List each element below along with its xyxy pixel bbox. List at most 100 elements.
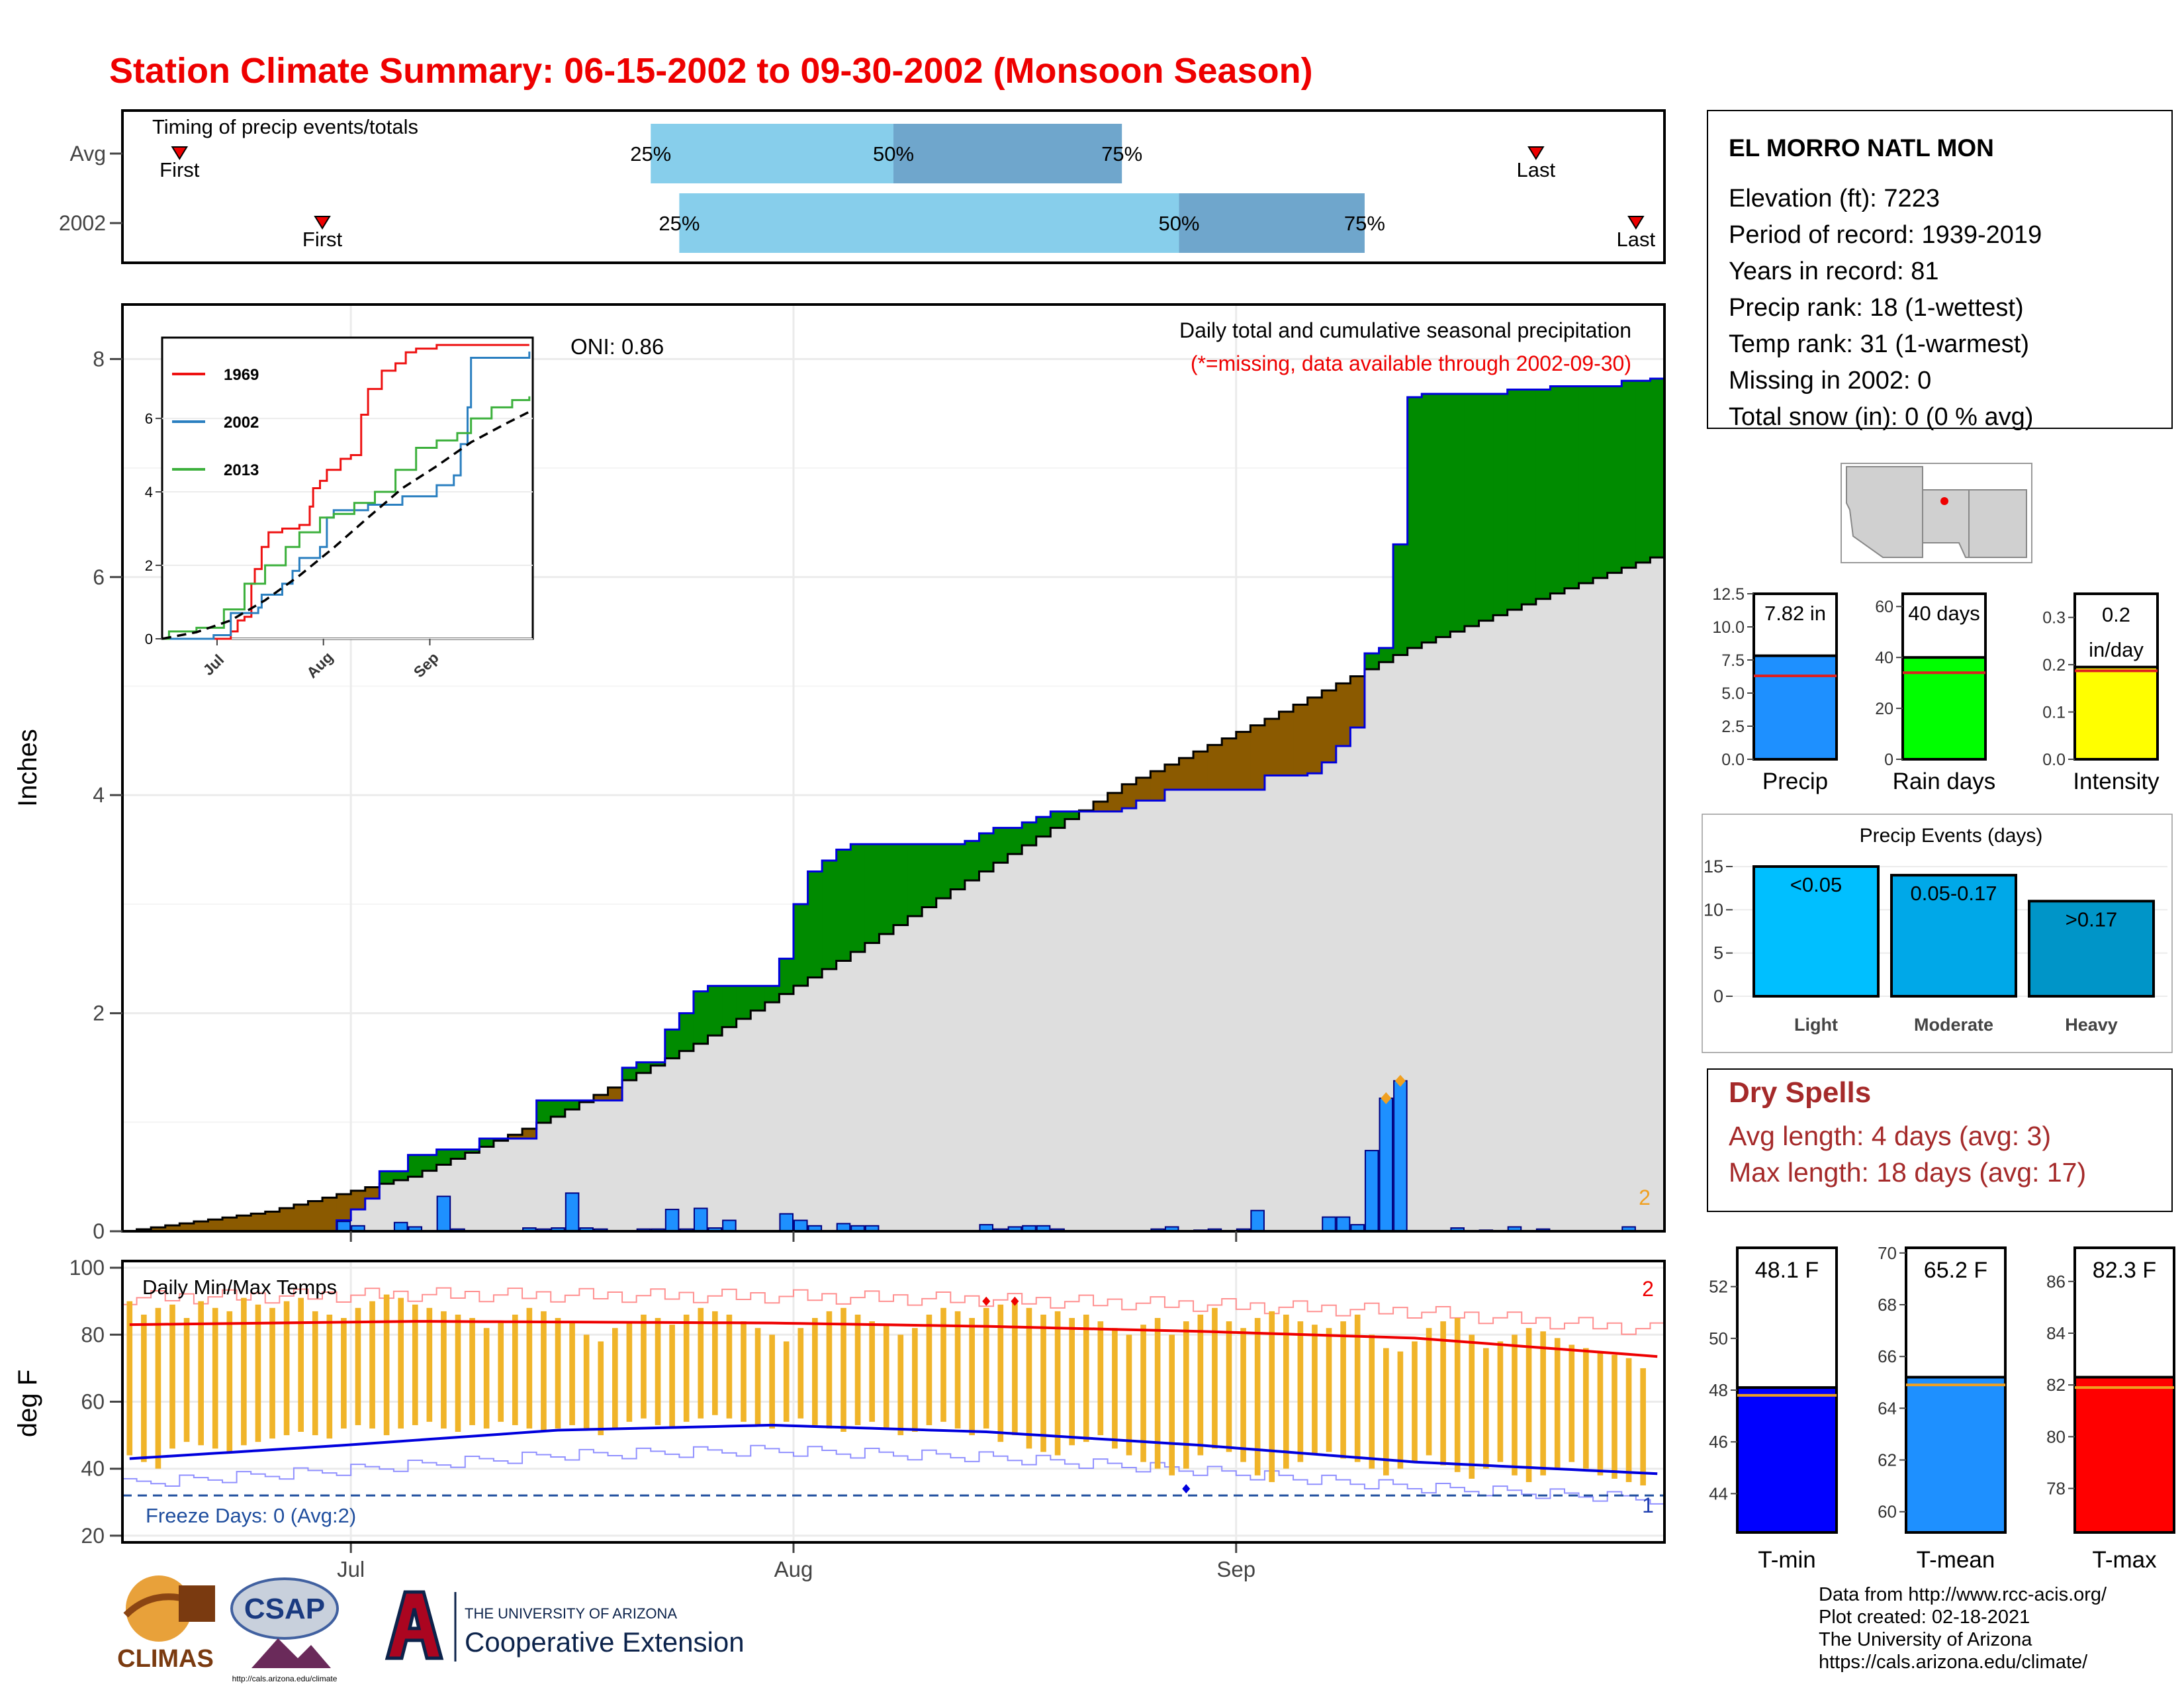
above-average-area — [693, 991, 709, 1044]
page-title: Station Climate Summary: 06-15-2002 to 0… — [109, 51, 1313, 91]
below-average-area — [508, 1135, 523, 1139]
daily-temp-bar — [526, 1307, 533, 1429]
timing-panel-title: Timing of precip events/totals — [152, 115, 418, 138]
below-average-area — [179, 1223, 195, 1231]
summary-bar-tick-label: 12.5 — [1712, 585, 1745, 604]
station-name: EL MORRO NATL MON — [1729, 134, 1994, 162]
temp-bar-label: T-max — [2092, 1547, 2157, 1573]
summary-bar-label: Intensity — [2073, 769, 2160, 794]
above-average-area — [979, 833, 994, 872]
above-average-area — [1007, 827, 1023, 855]
above-average-area — [436, 1149, 451, 1165]
temp-bar-tick-label: 82 — [2046, 1375, 2066, 1395]
month-label: Aug — [774, 1557, 813, 1581]
temp-bar-value-label: 48.1 F — [1755, 1258, 1819, 1283]
summary-bar-tick-label: 40 — [1875, 649, 1893, 667]
daily-temp-bar — [498, 1321, 504, 1422]
daily-temp-bar — [1183, 1321, 1189, 1469]
daily-temp-bar — [269, 1307, 275, 1439]
events-y-tick-label: 0 — [1713, 986, 1723, 1006]
below-average-area — [251, 1213, 266, 1231]
last-event-marker — [1527, 146, 1545, 160]
daily-temp-bar — [1054, 1311, 1061, 1456]
above-average-area — [1464, 394, 1480, 626]
temp-count-bottom: 1 — [1642, 1493, 1654, 1517]
dry-spells-frame — [1707, 1068, 2173, 1212]
daily-temp-bar — [126, 1301, 133, 1456]
daily-temp-bar — [1569, 1344, 1575, 1462]
daily-temp-bar — [1226, 1321, 1232, 1452]
station-info-line: Total snow (in): 0 (0 % avg) — [1729, 403, 2033, 431]
above-average-area — [779, 959, 794, 994]
temp-bar-value-label: 65.2 F — [1924, 1258, 1987, 1283]
footer-line: The University of Arizona — [1819, 1629, 2032, 1650]
daily-temp-bar — [1640, 1368, 1646, 1485]
temp-bar-tick-label: 60 — [1878, 1502, 1897, 1522]
daily-precip-bar — [1322, 1216, 1336, 1233]
above-average-area — [651, 1062, 666, 1066]
daily-temp-bar — [1454, 1318, 1461, 1472]
below-average-area — [1164, 765, 1179, 790]
summary-bar-value — [1752, 654, 1838, 761]
above-average-area — [408, 1154, 423, 1177]
summary-bar-value-label: 0.2 — [2102, 603, 2130, 626]
below-average-area — [593, 1094, 609, 1101]
above-average-area — [636, 1062, 651, 1073]
summary-bar-tick-label: 0.0 — [1721, 751, 1745, 769]
daily-temp-bar — [469, 1318, 475, 1425]
precip-y-tick-label: 4 — [93, 783, 105, 807]
below-average-area — [608, 1087, 623, 1101]
station-info-line: Period of record: 1939-2019 — [1729, 221, 2042, 249]
first-event-marker — [171, 146, 189, 160]
daily-temp-bar — [169, 1304, 175, 1449]
below-average-area — [165, 1225, 180, 1231]
daily-temp-bar — [369, 1301, 375, 1429]
precip-event-bar-label: <0.05 — [1790, 873, 1842, 896]
daily-temp-bar — [769, 1335, 775, 1429]
daily-temp-bar — [441, 1311, 447, 1429]
summary-bar-value-label: 40 days — [1908, 602, 1980, 625]
above-average-area — [1036, 817, 1051, 837]
inset-y-tick-label: 6 — [145, 410, 153, 427]
daily-temp-bar — [1612, 1354, 1617, 1479]
daily-temp-bar — [198, 1301, 204, 1446]
below-average-area — [365, 1187, 380, 1199]
daily-temp-bar — [555, 1318, 561, 1429]
footer-line: Data from http://www.rcc-acis.org/ — [1819, 1584, 2107, 1605]
dry-spells-title: Dry Spells — [1729, 1076, 1871, 1109]
daily-temp-bar — [455, 1314, 461, 1432]
precip-event-bar-label: 0.05-0.17 — [1911, 882, 1997, 905]
precip-event-category: Light — [1794, 1015, 1838, 1035]
summary-bar-label: Precip — [1762, 769, 1828, 794]
daily-temp-bar — [583, 1335, 590, 1429]
csap-logo-text: CSAP — [244, 1593, 325, 1625]
above-average-area — [850, 844, 866, 953]
daily-temp-bar — [1340, 1321, 1346, 1459]
inset-legend-label: 1969 — [224, 366, 259, 384]
record-min-line — [122, 1444, 1664, 1505]
daily-precip-bar — [722, 1219, 737, 1233]
events-y-tick-label: 10 — [1704, 900, 1723, 919]
daily-temp-bar — [1083, 1314, 1089, 1442]
dry-spells-avg: Avg length: 4 days (avg: 3) — [1729, 1121, 2051, 1151]
daily-temp-bar — [483, 1328, 490, 1429]
temp-bar-tick-label: 46 — [1709, 1432, 1728, 1452]
daily-temp-bar — [1354, 1314, 1361, 1462]
record-max-line — [122, 1287, 1664, 1335]
above-average-area — [1621, 381, 1637, 568]
dry-spells-max: Max length: 18 days (avg: 17) — [1729, 1157, 2086, 1188]
below-average-area — [522, 1129, 537, 1139]
inset-y-tick-label: 2 — [145, 557, 153, 574]
daily-temp-bar — [1369, 1335, 1375, 1469]
daily-temp-bar — [1012, 1301, 1018, 1436]
below-average-area — [1293, 704, 1308, 776]
daily-temp-bar — [683, 1314, 690, 1422]
daily-temp-bar — [1240, 1328, 1246, 1462]
above-average-area — [1407, 397, 1422, 648]
temp-bar-tick-label: 50 — [1709, 1329, 1728, 1348]
above-average-area — [551, 1100, 566, 1117]
daily-temp-bar — [1283, 1314, 1289, 1469]
below-average-area — [1322, 690, 1337, 763]
precip-y-tick-label: 8 — [93, 347, 105, 371]
